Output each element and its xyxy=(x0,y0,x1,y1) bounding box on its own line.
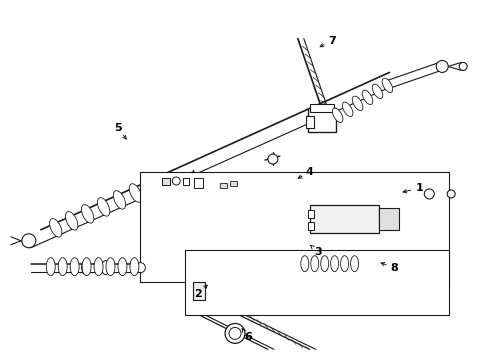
Text: 1: 1 xyxy=(416,183,423,193)
Text: 6: 6 xyxy=(244,332,252,342)
Text: 7: 7 xyxy=(328,36,336,46)
Text: 8: 8 xyxy=(391,263,398,273)
Ellipse shape xyxy=(382,78,392,93)
Ellipse shape xyxy=(58,258,67,276)
Bar xyxy=(183,178,189,185)
Ellipse shape xyxy=(311,256,319,272)
Bar xyxy=(310,104,334,112)
Ellipse shape xyxy=(70,258,79,276)
Ellipse shape xyxy=(172,177,180,185)
Ellipse shape xyxy=(350,256,359,272)
Ellipse shape xyxy=(101,261,110,275)
Bar xyxy=(193,282,205,300)
Bar xyxy=(308,210,314,218)
Ellipse shape xyxy=(106,258,115,276)
Ellipse shape xyxy=(362,90,373,104)
Bar xyxy=(185,250,449,315)
Ellipse shape xyxy=(98,198,110,216)
Ellipse shape xyxy=(118,258,127,276)
Ellipse shape xyxy=(372,84,383,99)
Bar xyxy=(310,205,379,233)
Ellipse shape xyxy=(332,108,343,122)
Circle shape xyxy=(447,190,455,198)
Bar xyxy=(220,183,227,188)
Circle shape xyxy=(225,323,245,343)
Bar xyxy=(306,116,314,128)
Circle shape xyxy=(268,154,278,164)
Ellipse shape xyxy=(129,184,142,202)
Ellipse shape xyxy=(343,102,353,116)
Text: 4: 4 xyxy=(306,167,314,177)
Circle shape xyxy=(459,62,467,71)
Circle shape xyxy=(229,328,241,339)
Ellipse shape xyxy=(49,219,62,237)
Ellipse shape xyxy=(301,256,309,272)
Circle shape xyxy=(135,263,146,273)
Text: 5: 5 xyxy=(115,123,122,133)
Circle shape xyxy=(424,189,434,199)
Bar xyxy=(141,172,449,282)
Bar xyxy=(308,222,314,230)
Bar xyxy=(194,178,203,188)
Text: 2: 2 xyxy=(195,289,202,298)
Circle shape xyxy=(22,234,36,248)
Ellipse shape xyxy=(331,256,339,272)
Circle shape xyxy=(436,60,448,72)
Bar xyxy=(379,208,399,230)
Ellipse shape xyxy=(46,258,55,276)
Bar xyxy=(308,108,336,132)
Ellipse shape xyxy=(130,258,139,276)
Ellipse shape xyxy=(82,258,91,276)
Ellipse shape xyxy=(66,212,78,230)
Ellipse shape xyxy=(94,258,103,276)
Bar xyxy=(230,181,237,186)
Ellipse shape xyxy=(321,256,329,272)
Ellipse shape xyxy=(81,204,94,223)
Text: 3: 3 xyxy=(314,247,321,257)
Ellipse shape xyxy=(341,256,348,272)
Ellipse shape xyxy=(352,96,363,111)
Bar xyxy=(162,178,171,185)
Circle shape xyxy=(188,172,198,182)
Ellipse shape xyxy=(145,177,158,195)
Ellipse shape xyxy=(113,191,125,209)
Ellipse shape xyxy=(82,261,90,275)
